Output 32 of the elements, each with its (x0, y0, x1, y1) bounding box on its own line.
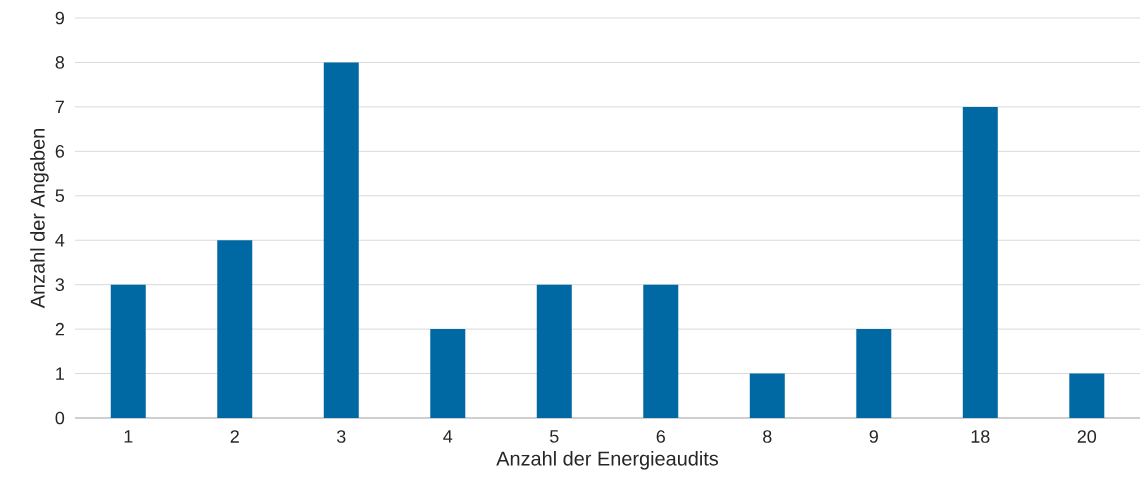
x-tick-label: 4 (443, 430, 453, 443)
y-tick-label: 3 (55, 278, 65, 292)
y-tick-label: 7 (55, 100, 64, 114)
y-tick-label: 8 (55, 56, 65, 69)
y-axis-title: Anzahl der Angaben (30, 129, 49, 309)
x-tick-label: 5 (550, 430, 559, 443)
bar (962, 106, 998, 418)
y-tick-label: 6 (55, 144, 65, 158)
bar (749, 373, 785, 418)
y-tick-label: 1 (56, 367, 64, 380)
y-tick-label: 2 (55, 322, 64, 336)
x-axis-title: Anzahl der Energieaudits (496, 451, 719, 470)
x-tick-label: 6 (656, 430, 665, 443)
bar (110, 284, 146, 418)
bar (643, 284, 679, 418)
y-tick-label: 4 (55, 234, 65, 247)
x-tick-label: 1 (124, 430, 133, 443)
y-tick-label: 0 (55, 411, 65, 425)
x-tick-label: 9 (869, 430, 878, 443)
bar (1069, 373, 1105, 418)
bar (856, 329, 892, 418)
x-tick-label: 20 (1077, 430, 1097, 443)
bar (536, 284, 572, 418)
bar (430, 329, 466, 418)
x-tick-label: 8 (763, 430, 772, 443)
x-tick-label: 18 (971, 430, 990, 443)
y-tick-label: 5 (55, 189, 65, 203)
x-tick-label: 2 (230, 430, 239, 443)
x-tick-label: 3 (336, 430, 346, 443)
bar (217, 240, 253, 418)
y-tick-label: 9 (55, 11, 64, 25)
bar (323, 62, 359, 418)
